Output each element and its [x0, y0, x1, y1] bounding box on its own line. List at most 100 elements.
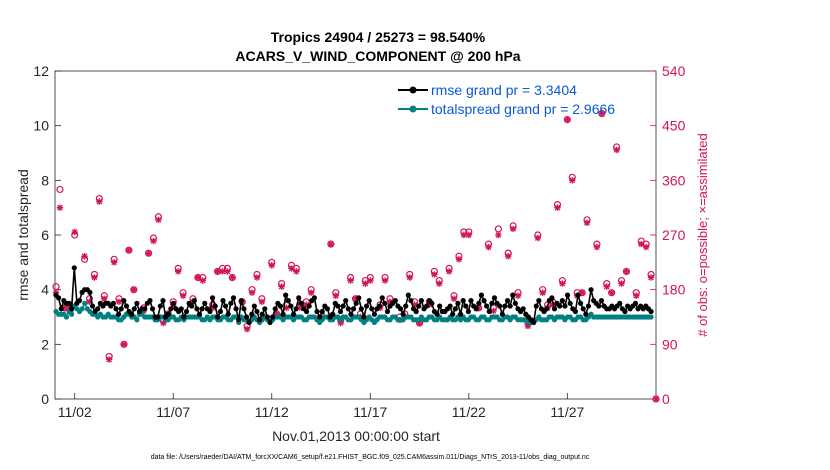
rmse-point [447, 303, 453, 309]
y-tick-label: 4 [41, 282, 49, 298]
obs-assimilated-point [642, 243, 650, 251]
obs-assimilated-point [465, 231, 473, 239]
rmse-point [457, 311, 464, 317]
obs-assimilated-point [534, 234, 541, 242]
obs-assimilated-point [179, 292, 187, 299]
rmse-point [413, 308, 419, 315]
rmse-point [392, 298, 398, 304]
obs-assimilated-point [618, 280, 625, 287]
rmse-point [588, 287, 594, 293]
rmse-point [575, 292, 581, 298]
obs-assimilated-point [539, 289, 546, 296]
obs-assimilated-point [554, 204, 561, 211]
obs-assimilated-point [633, 292, 640, 299]
obs-assimilated-point [243, 325, 251, 333]
obs-assimilated-point [411, 301, 418, 309]
obs-assimilated-point [278, 283, 285, 290]
rmse-point [596, 303, 602, 309]
right-y-tick-label: 0 [662, 391, 670, 407]
obs-assimilated-point [91, 274, 98, 281]
rmse-point [583, 311, 589, 317]
rmse-point [452, 306, 458, 312]
obs-assimilated-point [150, 237, 157, 245]
rmse-point [298, 300, 304, 306]
rmse-point [536, 298, 542, 304]
rmse-point [241, 306, 247, 312]
rmse-point [504, 298, 511, 304]
rmse-point [544, 306, 550, 312]
obs-assimilated-point [96, 198, 103, 205]
rmse-point [196, 311, 203, 317]
rmse-point [189, 303, 195, 309]
rmse-point [233, 306, 239, 312]
obs-assimilated-point [450, 295, 458, 302]
totalspread-point [69, 311, 75, 317]
rmse-point [288, 303, 294, 309]
obs-assimilated-point [623, 268, 630, 275]
rmse-point [71, 265, 77, 271]
rmse-point [598, 298, 605, 304]
y-tick-label: 0 [41, 391, 49, 407]
obs-assimilated-point [214, 268, 221, 275]
rmse-point [340, 303, 346, 309]
rmse-point [319, 308, 325, 315]
obs-assimilated-point [460, 231, 468, 239]
obs-assimilated-point [593, 243, 601, 251]
obs-assimilated-point [485, 243, 492, 251]
obs-assimilated-point [514, 292, 522, 299]
right-y-tick-label: 360 [662, 172, 686, 188]
y-tick-label: 2 [41, 336, 49, 352]
rmse-point [648, 308, 654, 315]
rmse-point [89, 303, 96, 309]
rmse-point [256, 317, 263, 323]
rmse-point [497, 303, 503, 309]
rmse-point [549, 295, 555, 301]
right-y-tick-label: 540 [662, 63, 686, 79]
obs-assimilated-point [426, 301, 433, 309]
rmse-point [567, 300, 573, 306]
chart-title: Tropics 24904 / 25273 = 98.540% [271, 29, 486, 45]
obs-assimilated-point [160, 319, 167, 327]
rmse-point [348, 311, 354, 317]
obs-assimilated-point [258, 298, 266, 306]
rmse-point [202, 300, 208, 306]
rmse-point [178, 306, 184, 312]
rmse-point [450, 311, 456, 317]
obs-assimilated-point [352, 295, 359, 302]
rmse-point [416, 303, 422, 309]
obs-assimilated-point [224, 268, 231, 275]
rmse-point [486, 308, 492, 315]
rmse-point [230, 295, 237, 301]
rmse-point [220, 298, 226, 304]
obs-assimilated-point [307, 289, 315, 296]
legend-rmse-marker [409, 86, 417, 94]
right-y-tick-label: 270 [662, 227, 686, 243]
totalspread-point [79, 306, 85, 312]
obs-assimilated-point [564, 116, 571, 123]
rmse-point [160, 298, 166, 304]
rmse-point [632, 300, 639, 306]
legend-rmse-label: rmse grand pr = 3.3404 [431, 82, 577, 98]
rmse-point [408, 298, 414, 304]
rmse-point [353, 300, 359, 306]
obs-assimilated-point [105, 356, 113, 363]
y-tick-label: 12 [33, 63, 49, 79]
rmse-point [330, 311, 336, 317]
rmse-point [283, 292, 289, 298]
obs-assimilated-point [362, 280, 369, 287]
obs-assimilated-point [436, 280, 443, 287]
rmse-point [484, 303, 490, 309]
obs-assimilated-point [638, 240, 645, 248]
obs-assimilated-point [298, 304, 305, 312]
rmse-point [228, 300, 234, 306]
obs-assimilated-point [81, 253, 88, 260]
rmse-point [356, 295, 362, 301]
rmse-point [113, 306, 119, 312]
obs-assimilated-point [174, 268, 182, 275]
right-y-tick-label: 180 [662, 282, 686, 298]
obs-assimilated-point [416, 319, 423, 327]
totalspread-series [53, 300, 654, 326]
rmse-point [429, 300, 435, 306]
rmse-point [76, 298, 83, 304]
obs-assimilated-point [86, 298, 93, 306]
